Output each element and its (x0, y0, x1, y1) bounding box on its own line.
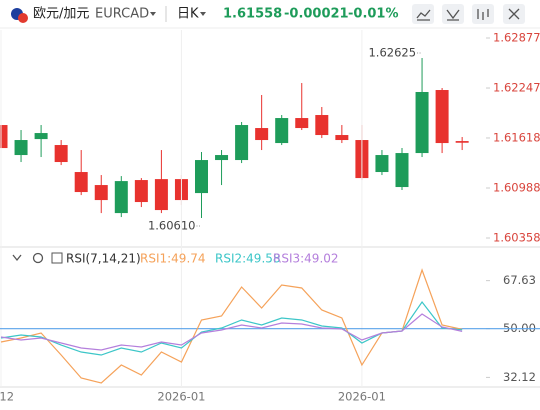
x-tick-label: 2026-01 (157, 390, 205, 404)
candle-body (154, 179, 168, 211)
symbol: EURCAD (95, 7, 149, 22)
candle-body (335, 135, 349, 141)
candle-body (375, 155, 389, 173)
candle-body (215, 155, 229, 161)
legend-label: RSI2:49.58 (215, 252, 281, 266)
change-pct: -0.01% (348, 7, 399, 22)
extreme-label: 1.62625 (368, 46, 416, 60)
rsi-line (0, 313, 463, 351)
candle-body (415, 91, 429, 154)
candle-body (54, 145, 68, 163)
legend-label: RSI3:49.02 (273, 252, 339, 266)
collapse-icon[interactable] (12, 254, 22, 262)
x-tick-label: 5-12 (0, 390, 14, 404)
dropdown-icon[interactable] (150, 12, 156, 16)
candle-body (275, 118, 289, 144)
y-tick-label: 1.62877 (493, 31, 540, 45)
y-tick-label: 67.63 (503, 273, 536, 287)
candle-body (34, 133, 48, 140)
y-tick-label: 1.62247 (493, 81, 540, 95)
candle-body (395, 153, 409, 188)
x-tick-label: 2026-01 (338, 390, 386, 404)
candle-body (134, 180, 148, 203)
tool-button[interactable] (442, 4, 464, 24)
price: 1.61558 (223, 7, 282, 22)
tool-icon (477, 9, 489, 20)
y-tick-label: 1.60988 (493, 180, 540, 194)
period[interactable]: 日K (177, 7, 199, 22)
candle-body (435, 90, 449, 144)
candle-body (14, 140, 28, 156)
tool-icon (508, 8, 520, 20)
candle-body (315, 115, 329, 136)
change: -0.00021 (284, 7, 349, 22)
candle-body (455, 141, 469, 143)
legend-label: RSI1:49.74 (140, 252, 206, 266)
tool-icon (416, 9, 431, 21)
dropdown-icon[interactable] (200, 12, 206, 16)
pair-name: 欧元/加元 (33, 7, 89, 22)
y-tick-label: 32.12 (503, 370, 536, 384)
candle-body (0, 125, 8, 149)
candle-body (74, 172, 88, 193)
indicator-icon (51, 252, 63, 264)
candle-body (195, 160, 208, 194)
candle-body (295, 118, 309, 129)
indicator-title: RSI(7,14,21) (66, 252, 141, 266)
candle-body (114, 181, 128, 214)
candle-body (235, 125, 249, 161)
candle-body (255, 128, 269, 141)
tool-icon (446, 9, 460, 21)
y-tick-label: 1.60358 (493, 231, 540, 245)
settings-icon[interactable] (32, 252, 44, 264)
extreme-label: 1.60610 (148, 219, 196, 233)
y-tick-label: 1.61618 (493, 130, 540, 144)
candle-body (94, 185, 108, 201)
flag-icon (18, 13, 28, 23)
